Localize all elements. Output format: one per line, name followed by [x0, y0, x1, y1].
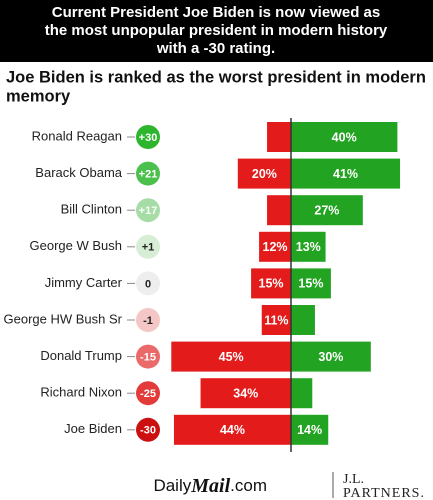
chart-title: with a -30 rating.: [156, 40, 275, 57]
net-label: +17: [139, 205, 158, 217]
bar-label: 15%: [298, 277, 323, 291]
bar-label: 11%: [264, 313, 288, 327]
dailymail-logo: DailyMail.com: [153, 475, 267, 497]
jl-logo: PARTNERS.: [343, 486, 425, 500]
positive-bar: [291, 122, 398, 152]
net-label: 0: [145, 278, 151, 290]
bar-label: 34%: [233, 386, 258, 400]
negative-bar: [267, 122, 291, 152]
positive-bar: [291, 341, 371, 372]
net-badge: [136, 308, 160, 332]
net-badge: [136, 271, 160, 296]
net-label: -15: [140, 352, 156, 364]
category-label: Ronald Reagan: [32, 128, 122, 143]
positive-bar: [291, 268, 331, 299]
bar-label: 44%: [220, 423, 245, 437]
category-label: Joe Biden: [64, 421, 122, 436]
category-label: Donald Trump: [40, 348, 122, 363]
positive-bar: [291, 158, 401, 189]
net-badge: [136, 161, 160, 186]
category-label: George W Bush: [30, 238, 123, 253]
positive-bar: [291, 231, 326, 262]
bar-label: 41%: [333, 167, 358, 181]
net-label: -1: [143, 315, 153, 327]
positive-bar: [291, 378, 313, 409]
category-label: Richard Nixon: [40, 385, 122, 400]
negative-bar: [267, 195, 291, 226]
negative-bar: [261, 305, 291, 335]
net-label: +1: [142, 242, 155, 254]
bar-label: 30%: [318, 350, 343, 364]
chart-title: the most unpopular president in modern h…: [45, 22, 388, 39]
chart-subtitle: memory: [6, 87, 71, 105]
negative-bar: [259, 231, 291, 262]
chart-title: Current President Joe Biden is now viewe…: [52, 4, 380, 21]
chart-subtitle: Joe Biden is ranked as the worst preside…: [6, 68, 426, 86]
bar-label: 15%: [259, 277, 284, 291]
net-label: -25: [140, 388, 156, 400]
bar-label: 12%: [263, 240, 288, 254]
net-label: -30: [140, 425, 156, 437]
banner: [0, 0, 433, 62]
negative-bar: [251, 268, 291, 299]
category-label: George HW Bush Sr: [4, 311, 123, 326]
negative-bar: [173, 414, 291, 445]
net-badge: [136, 198, 160, 223]
net-badge: [136, 381, 160, 406]
net-label: +21: [139, 169, 158, 181]
bar-label: 27%: [314, 203, 339, 217]
net-badge: [136, 125, 160, 149]
category-label: Barack Obama: [35, 165, 122, 180]
net-badge: [136, 417, 160, 442]
bar-label: 14%: [297, 423, 322, 437]
negative-bar: [237, 158, 291, 189]
bar-label: 20%: [252, 167, 277, 181]
bar-label: 40%: [332, 130, 357, 144]
positive-bar: [291, 414, 329, 445]
net-label: +30: [139, 132, 158, 144]
category-label: Bill Clinton: [61, 202, 122, 217]
positive-bar: [291, 305, 315, 335]
bar-label: 45%: [219, 350, 244, 364]
jl-logo: J.L.: [343, 472, 364, 487]
negative-bar: [200, 378, 291, 409]
bar-label: 13%: [296, 240, 321, 254]
net-badge: [136, 344, 160, 369]
positive-bar: [291, 195, 363, 226]
negative-bar: [171, 341, 291, 372]
net-badge: [136, 234, 160, 259]
category-label: Jimmy Carter: [45, 275, 123, 290]
